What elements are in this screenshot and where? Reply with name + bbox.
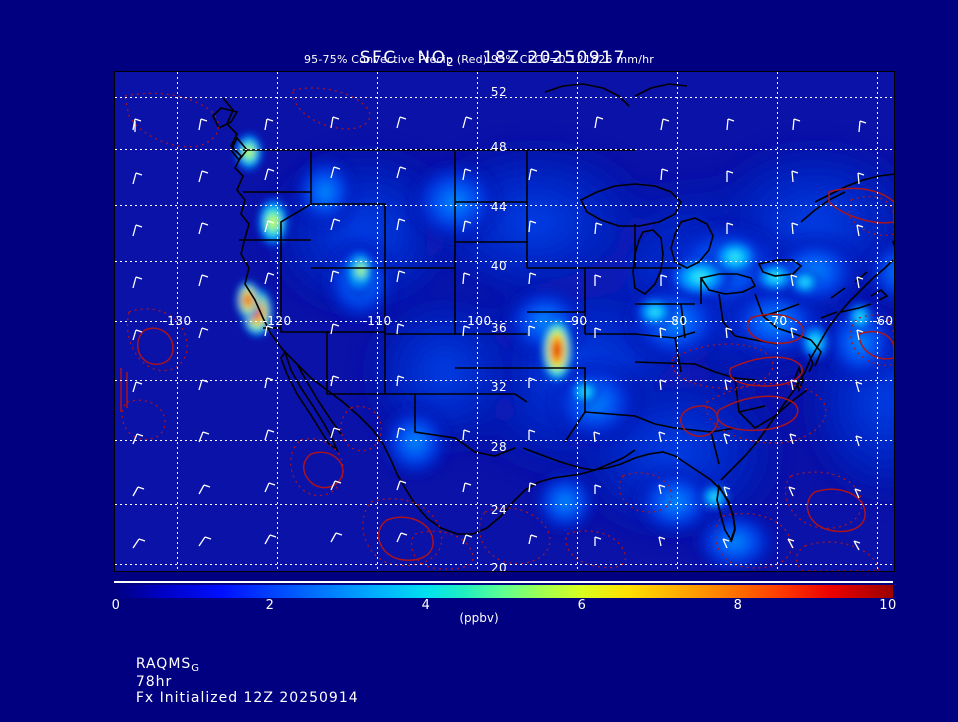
lat-label-36: 36	[490, 321, 508, 335]
lat-label-44: 44	[490, 200, 508, 214]
lon-label-100: -100	[462, 314, 492, 328]
lat-label-48: 48	[490, 140, 508, 154]
model-name-subscript: G	[191, 663, 201, 674]
colorbar-units-label: (ppbv)	[459, 611, 499, 625]
map-plot-area: 52 48 44 40 36 32 28 24 20 -130 -120 -11…	[114, 71, 895, 572]
forecast-init: Fx Initialized 12Z 20250914	[135, 690, 359, 706]
colorbar-tick-8: 8	[733, 598, 743, 613]
lon-label-120: -120	[262, 314, 292, 328]
colorbar-top-rule	[114, 581, 893, 583]
lon-label-130: -130	[162, 314, 192, 328]
lat-label-40: 40	[490, 259, 508, 273]
colorbar-tick-4: 4	[421, 598, 431, 613]
lat-label-32: 32	[490, 380, 508, 394]
colorbar	[114, 585, 893, 598]
coastline-overlay	[212, 83, 894, 543]
lat-label-28: 28	[490, 440, 508, 454]
lon-label-90: -90	[566, 314, 588, 328]
figure-subtitle: 95-75% Convective Precip (Red) 95% CPCP=…	[303, 53, 655, 66]
title-species-prefix: SFC	[359, 48, 397, 68]
lon-label-80: -80	[666, 314, 688, 328]
lon-label-60: -60	[872, 314, 894, 328]
colorbar-tick-0: 0	[111, 598, 121, 613]
forecast-lead: 78hr	[135, 674, 173, 690]
no2-concentration-field	[115, 72, 894, 571]
lat-label-24: 24	[490, 503, 508, 517]
title-species: NO	[417, 48, 447, 68]
model-name: RAQMS	[135, 656, 192, 672]
colorbar-tick-2: 2	[265, 598, 275, 613]
model-run-caption: RAQMSG 78hr Fx Initialized 12Z 20250914	[114, 640, 359, 722]
lat-label-20: 20	[490, 561, 508, 572]
lat-label-52: 52	[490, 85, 508, 99]
colorbar-tick-10: 10	[879, 598, 897, 613]
lon-label-110: -110	[362, 314, 392, 328]
figure-title: SFC NO2 18Z 20250917	[0, 28, 958, 89]
title-valid-time: 18Z 20250917	[482, 48, 626, 68]
title-species-subscript: 2	[446, 56, 456, 69]
lon-label-70: -70	[766, 314, 788, 328]
colorbar-tick-6: 6	[577, 598, 587, 613]
